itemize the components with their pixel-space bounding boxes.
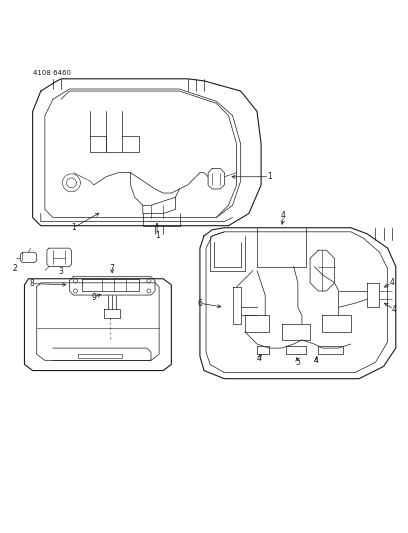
Text: 7: 7	[110, 264, 115, 273]
Text: 1: 1	[71, 223, 76, 232]
Text: 5: 5	[295, 358, 300, 367]
Text: 4108 6460: 4108 6460	[33, 70, 71, 76]
Text: 3: 3	[59, 267, 64, 276]
Text: 4: 4	[257, 354, 262, 363]
Text: 9: 9	[91, 293, 96, 302]
Text: 4: 4	[281, 211, 286, 220]
Text: 4: 4	[314, 356, 319, 365]
Text: 4: 4	[391, 305, 396, 314]
Text: 8: 8	[29, 279, 34, 288]
Text: 1: 1	[267, 172, 272, 181]
Text: 1: 1	[155, 231, 160, 240]
Text: 6: 6	[197, 298, 202, 308]
Text: 4: 4	[389, 278, 394, 287]
Text: 2: 2	[12, 264, 17, 273]
